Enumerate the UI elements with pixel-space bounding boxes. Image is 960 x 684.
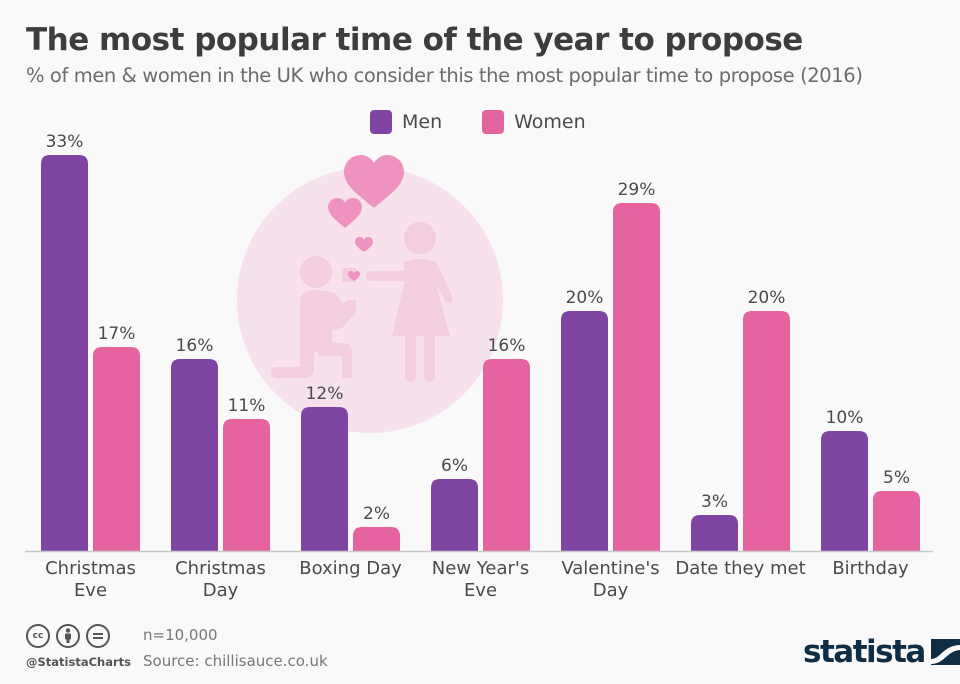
category-label-1-line-1: Day	[203, 580, 239, 601]
medium-heart-icon	[328, 198, 362, 228]
legend: Men Women	[370, 110, 626, 134]
category-label-2-line-0: Boxing Day	[299, 558, 402, 579]
legend-label-women: Women	[514, 111, 586, 133]
bar-women-5	[743, 311, 790, 551]
license-icons: cc	[26, 624, 110, 648]
legend-item-men: Men	[370, 110, 442, 134]
statista-logo[interactable]: statista	[803, 634, 960, 670]
value-label-women-4: 29%	[618, 180, 656, 200]
bar-women-1	[223, 419, 270, 551]
category-label-6-line-0: Birthday	[832, 558, 909, 579]
value-label-women-2: 2%	[363, 504, 390, 524]
value-label-men-0: 33%	[46, 132, 84, 152]
chart-subtitle: % of men & women in the UK who consider …	[26, 64, 863, 87]
statista-logo-icon	[930, 639, 960, 665]
value-label-men-5: 3%	[701, 492, 728, 512]
bar-women-3	[483, 359, 530, 551]
statista-logo-text: statista	[803, 634, 926, 670]
bar-men-5	[691, 515, 738, 551]
sample-size: n=10,000	[143, 626, 218, 644]
legend-swatch-women	[482, 110, 505, 134]
source-link[interactable]: Source: chillisauce.co.uk	[143, 652, 328, 670]
bar-men-2	[301, 407, 348, 551]
category-label-4-line-1: Day	[593, 580, 629, 601]
bar-women-2	[353, 527, 400, 551]
ring-heart-icon	[348, 271, 360, 281]
category-label-1-line-0: Christmas	[175, 558, 266, 579]
large-heart-icon	[344, 155, 404, 208]
chart-title: The most popular time of the year to pro…	[26, 22, 803, 58]
legend-item-women: Women	[482, 110, 586, 134]
illustration-circle	[237, 167, 503, 433]
bar-men-6	[821, 431, 868, 551]
value-label-women-0: 17%	[98, 324, 136, 344]
value-label-women-1: 11%	[228, 396, 266, 416]
cc-icon[interactable]: cc	[26, 624, 50, 648]
no-derivatives-icon[interactable]	[86, 624, 110, 648]
category-label-3-line-1: Eve	[464, 580, 497, 601]
labels-layer: 33%17%ChristmasEve16%11%ChristmasDay12%2…	[45, 132, 910, 601]
proposal-illustration	[237, 155, 503, 433]
bar-men-4	[561, 311, 608, 551]
bar-women-0	[93, 347, 140, 551]
value-label-women-6: 5%	[883, 468, 910, 488]
value-label-men-3: 6%	[441, 456, 468, 476]
statista-handle[interactable]: @StatistaCharts	[26, 655, 131, 669]
legend-label-men: Men	[402, 111, 443, 133]
value-label-men-1: 16%	[176, 336, 214, 356]
legend-swatch-men	[370, 110, 392, 134]
category-label-0-line-1: Eve	[74, 580, 107, 601]
value-label-men-6: 10%	[826, 408, 864, 428]
bar-women-4	[613, 203, 660, 551]
woman-figure	[366, 222, 453, 382]
value-label-women-3: 16%	[488, 336, 526, 356]
bars-layer	[41, 155, 920, 551]
category-label-4-line-0: Valentine's	[561, 558, 659, 579]
category-label-0-line-0: Christmas	[45, 558, 136, 579]
bar-men-1	[171, 359, 218, 551]
value-label-men-4: 20%	[566, 288, 604, 308]
category-label-3-line-0: New Year's	[432, 558, 529, 579]
attribution-icon[interactable]	[56, 624, 80, 648]
value-label-men-2: 12%	[306, 384, 344, 404]
small-heart-icon	[355, 237, 373, 252]
category-label-5-line-0: Date they met	[675, 558, 805, 579]
value-label-women-5: 20%	[748, 288, 786, 308]
bar-women-6	[873, 491, 920, 551]
bar-men-3	[431, 479, 478, 551]
bar-men-0	[41, 155, 88, 551]
